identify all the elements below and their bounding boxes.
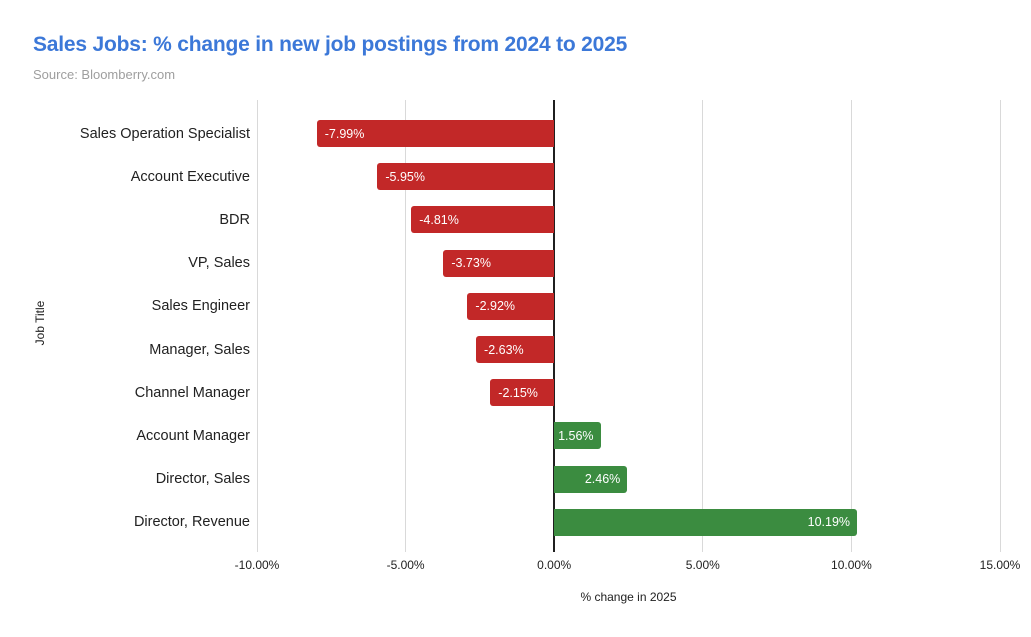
bar-positive: 2.46% [554,465,628,493]
category-label: Director, Sales [155,471,250,488]
x-tick-label: 10.00% [831,558,872,572]
bar-value-label: -4.81% [419,212,459,227]
gridline [702,100,704,552]
bar-positive: 10.19% [554,508,858,536]
bar-value-label: -2.15% [498,385,538,400]
bar-value-label: -5.95% [385,169,425,184]
category-label: Sales Engineer [151,298,250,315]
category-label: BDR [219,211,250,228]
x-tick-label: -10.00% [234,558,280,572]
category-label: Channel Manager [134,384,250,401]
gridline [405,100,407,552]
category-label: Sales Operation Specialist [79,125,250,142]
category-axis: Sales Operation Specialist Account Execut… [0,100,250,547]
category-label: Manager, Sales [149,341,250,358]
gridline [999,100,1001,552]
bar-value-label: -2.92% [475,299,516,314]
bar-value-label: 2.46% [584,472,621,487]
bar-value-label: -3.73% [451,256,491,271]
category-label: Account Executive [130,168,250,185]
x-tick-mark [405,547,407,552]
bar-value-label: -2.63% [484,342,524,357]
bar-negative: -2.15% [490,379,555,407]
x-tick-mark [850,547,852,552]
chart-source: Source: Bloomberry.com [33,67,176,82]
x-tick-label: 5.00% [685,558,720,572]
gridline [256,100,258,552]
x-tick-mark [553,547,556,552]
category-label: Director, Revenue [133,514,250,531]
x-axis-title: % change in 2025 [580,590,677,604]
bar-value-label: -7.99% [324,126,365,141]
plot-area: -7.99% -5.95% -4.81% -3.73% -2.92% -2.63% -2.1… [257,100,1000,547]
bar-value-label: 1.56% [558,428,594,443]
x-axis: -10.00% -5.00% 0.00% 5.00% 10.00% 15.00% [0,547,1031,587]
x-tick-mark [256,547,258,552]
bar-negative: -7.99% [316,120,555,147]
x-tick-label: 15.00% [979,558,1021,572]
bar-negative: -2.63% [476,336,555,363]
x-tick-mark [702,547,704,552]
x-tick-label: 0.00% [537,558,572,572]
y-axis-title: Job Title [33,300,47,346]
gridline [850,100,852,552]
bar-negative: -4.81% [411,206,555,234]
x-tick-label: -5.00% [386,558,425,572]
gridline-layer [256,100,1001,552]
category-label: Account Manager [136,427,250,444]
bar-positive: 1.56% [554,422,601,450]
chart-title: Sales Jobs: % change in new job postings… [33,33,628,56]
bar-value-label: 10.19% [807,515,851,530]
bar-negative: -5.95% [377,163,555,191]
category-label: VP, Sales [188,255,250,272]
zero-axis-line [553,100,556,552]
bar-negative: -2.92% [467,292,555,320]
x-tick-mark [999,547,1001,552]
bar-negative: -3.73% [443,249,555,277]
